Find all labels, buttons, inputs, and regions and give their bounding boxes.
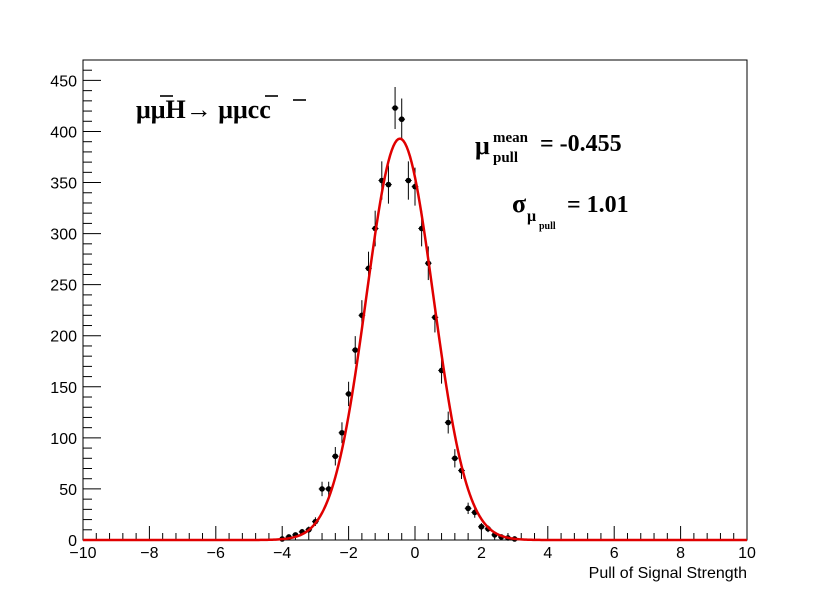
data-point: [405, 161, 412, 200]
x-tick-label: 2: [477, 545, 486, 562]
data-point: [338, 422, 346, 444]
point-marker: [385, 181, 392, 188]
point-marker: [405, 177, 412, 184]
y-tick-label: 350: [50, 176, 77, 193]
point-marker: [478, 523, 485, 530]
x-tick-label: −6: [207, 545, 225, 562]
gaussian-fit-curve: [83, 137, 747, 542]
sigma-symbol: σ: [512, 189, 526, 218]
x-tick-label: −10: [69, 545, 96, 562]
mean-subscript: pull: [493, 150, 518, 166]
process-overlines: [160, 95, 306, 101]
data-point: [318, 481, 326, 497]
x-tick-label: −8: [140, 545, 158, 562]
point-marker: [452, 455, 458, 462]
mean-symbol: μ: [475, 131, 490, 160]
x-tick-label: 0: [411, 545, 420, 562]
sigma-value: = 1.01: [567, 192, 629, 218]
data-point: [398, 98, 406, 140]
point-marker: [345, 391, 352, 397]
mean-annotation: μ mean pull = -0.455: [475, 130, 622, 166]
data-point: [444, 411, 452, 434]
data-point: [391, 86, 399, 130]
plot-frame: [82, 59, 748, 541]
sigma-subscript: μ: [527, 208, 536, 225]
x-tick-label: 10: [738, 545, 756, 562]
x-tick-label: 6: [610, 545, 619, 562]
point-marker: [319, 486, 325, 492]
y-tick-label: 100: [50, 431, 77, 448]
point-marker: [392, 105, 398, 111]
x-tick-label: 8: [676, 545, 685, 562]
x-tick-label: −4: [273, 545, 291, 562]
mean-superscript: mean: [493, 130, 529, 146]
y-tick-label: 200: [50, 329, 77, 346]
point-marker: [445, 419, 452, 426]
mean-value: = -0.455: [540, 131, 622, 157]
y-tick-label: 50: [59, 482, 77, 499]
data-point: [332, 447, 339, 466]
point-marker: [352, 347, 359, 353]
data-point: [351, 336, 359, 364]
y-tick-label: 150: [50, 380, 77, 397]
point-marker: [465, 505, 471, 512]
data-point: [451, 449, 459, 468]
x-axis-title: Pull of Signal Strength: [589, 565, 747, 582]
x-tick-label: −2: [339, 545, 357, 562]
data-point: [385, 165, 392, 204]
y-axis-ticks: 0 50 100 150 200 250 300 350 400 450: [50, 59, 101, 550]
y-tick-label: 450: [50, 73, 77, 90]
y-tick-label: 400: [50, 124, 77, 141]
x-tick-label: 4: [543, 545, 552, 562]
process-label: μμH→ μμcc: [136, 95, 271, 124]
data-point: [478, 523, 485, 531]
data-point: [464, 502, 472, 515]
x-axis-ticks: −10 −8 −6 −4 −2 0 2 4 6 8 10: [69, 526, 756, 562]
y-tick-label: 300: [50, 227, 77, 244]
sigma-annotation: σ μ pull = 1.01: [512, 189, 629, 232]
point-marker: [398, 116, 405, 123]
sigma-subsubscript: pull: [539, 221, 556, 232]
data-point: [345, 381, 352, 407]
y-tick-label: 250: [50, 278, 77, 295]
point-marker: [332, 453, 339, 460]
point-marker: [339, 429, 345, 436]
y-tick-label: 0: [68, 533, 77, 550]
